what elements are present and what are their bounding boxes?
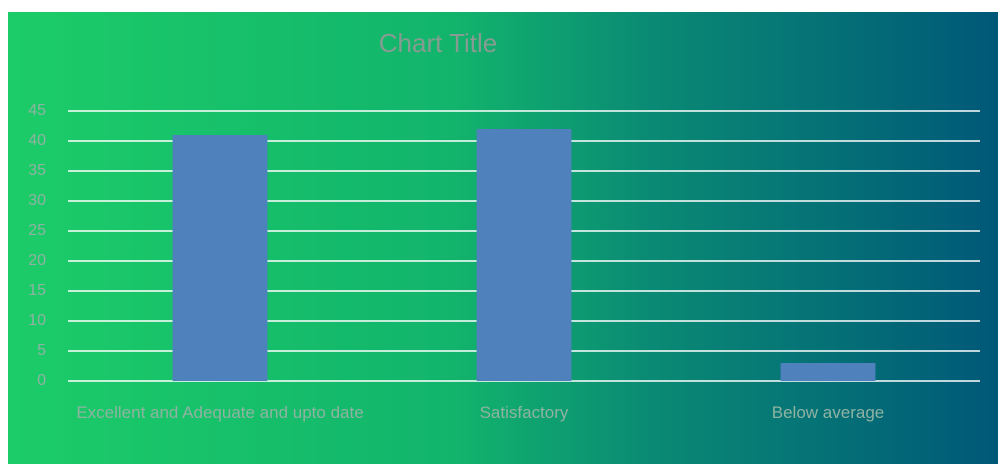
y-tick-label: 20 (28, 252, 46, 269)
y-tick-label: 15 (28, 282, 46, 299)
x-tick-label: Below average (771, 403, 885, 422)
y-tick-label: 40 (28, 132, 46, 149)
y-tick-label: 30 (28, 192, 46, 209)
bar (476, 129, 572, 381)
y-tick-label: 25 (28, 222, 46, 239)
y-tick-label: 35 (28, 162, 46, 179)
x-tick-label: Satisfactory (479, 403, 569, 422)
bar (780, 363, 876, 381)
x-tick-label: Excellent and Adequate and upto date (76, 403, 364, 422)
chart-title: Chart Title (379, 28, 498, 58)
y-tick-label: 5 (37, 342, 46, 359)
y-tick-label: 10 (28, 312, 46, 329)
y-tick-label: 0 (37, 372, 46, 389)
bar (172, 135, 268, 381)
y-tick-label: 45 (28, 102, 46, 119)
